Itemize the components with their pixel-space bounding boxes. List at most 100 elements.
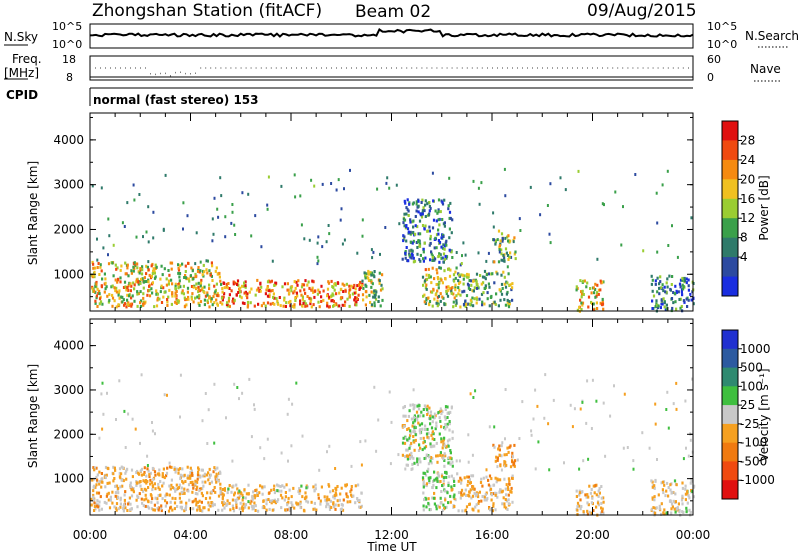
- range-cell: [497, 304, 500, 308]
- range-cell: [587, 295, 591, 299]
- range-cell: [404, 455, 407, 459]
- range-cell: [509, 251, 512, 255]
- range-cell: [450, 231, 453, 235]
- range-cell: [462, 302, 466, 306]
- range-cell: [218, 470, 222, 474]
- range-cell: [93, 509, 96, 512]
- range-cell: [157, 508, 160, 512]
- range-cell: [254, 214, 257, 218]
- range-cell: [585, 495, 588, 499]
- range-cell: [503, 502, 506, 506]
- range-cell: [422, 508, 425, 512]
- range-cell: [121, 300, 124, 304]
- range-cell: [448, 176, 451, 180]
- range-cell: [469, 298, 472, 302]
- range-cell: [690, 298, 693, 302]
- range-cell: [681, 278, 684, 282]
- range-cell: [397, 453, 400, 457]
- range-cell: [444, 405, 448, 409]
- nave-tick-bottom: 0: [707, 71, 714, 84]
- range-cell: [429, 476, 432, 480]
- range-cell: [506, 254, 510, 257]
- range-cell: [98, 482, 101, 486]
- range-cell: [511, 451, 514, 455]
- range-cell: [194, 479, 197, 483]
- range-cell: [433, 412, 436, 416]
- range-cell: [263, 457, 266, 461]
- range-cell: [673, 479, 677, 483]
- range-cell: [160, 506, 163, 510]
- range-cell: [328, 305, 331, 309]
- range-cell: [146, 464, 149, 467]
- range-cell: [428, 225, 431, 229]
- range-cell: [126, 293, 129, 297]
- range-cell: [117, 277, 120, 281]
- range-cell: [340, 287, 343, 291]
- range-cell: [433, 438, 436, 441]
- range-cell: [412, 407, 415, 411]
- range-cell: [475, 297, 479, 301]
- range-cell: [358, 288, 361, 291]
- range-cell: [368, 293, 371, 297]
- range-cell: [494, 459, 497, 463]
- range-cell: [422, 206, 425, 210]
- range-cell: [312, 485, 315, 489]
- range-cell: [230, 289, 233, 293]
- range-cell: [299, 289, 302, 293]
- range-cell: [654, 479, 657, 483]
- range-cell: [430, 281, 433, 285]
- range-cell: [102, 246, 105, 250]
- range-cell: [434, 236, 437, 240]
- range-cell: [582, 459, 585, 463]
- range-cell: [448, 216, 451, 220]
- range-cell: [211, 217, 214, 221]
- range-cell: [293, 289, 296, 293]
- range-cell: [482, 281, 485, 285]
- range-cell: [174, 497, 177, 501]
- range-cell: [592, 308, 595, 312]
- range-cell: [119, 505, 122, 509]
- range-cell: [443, 464, 446, 468]
- range-cell: [107, 253, 109, 257]
- range-cell: [672, 301, 675, 305]
- range-cell: [222, 493, 225, 497]
- range-cell: [370, 303, 374, 307]
- range-cell: [477, 186, 480, 190]
- range-cell: [139, 281, 142, 285]
- range-cell: [223, 292, 226, 296]
- range-cell: [682, 299, 685, 303]
- range-cell: [303, 237, 306, 241]
- range-cell: [450, 291, 453, 295]
- range-cell: [207, 471, 210, 475]
- range-cell: [511, 475, 514, 479]
- range-cell: [147, 240, 150, 244]
- range-cell: [299, 506, 302, 510]
- range-cell: [205, 473, 208, 477]
- range-cell: [471, 289, 474, 293]
- range-cell: [669, 488, 672, 492]
- range-cell: [420, 201, 423, 204]
- range-cell: [139, 280, 142, 284]
- range-cell: [210, 299, 213, 303]
- range-cell: [437, 474, 440, 478]
- range-cell: [184, 264, 187, 268]
- range-cell: [272, 488, 275, 491]
- range-cell: [500, 232, 504, 236]
- range-cell: [104, 287, 107, 291]
- range-cell: [190, 266, 193, 270]
- range-cell: [534, 388, 537, 392]
- range-cell: [434, 257, 437, 261]
- range-cell: [600, 485, 603, 488]
- range-cell: [205, 268, 208, 272]
- range-cell: [143, 487, 146, 491]
- range-cell: [435, 486, 438, 490]
- range-cell: [414, 215, 417, 218]
- range-cell: [448, 210, 452, 214]
- range-cell: [463, 492, 466, 496]
- range-cell: [121, 484, 124, 488]
- range-cell: [93, 501, 96, 505]
- range-cell: [496, 456, 499, 460]
- range-cell: [448, 248, 451, 252]
- range-cell: [665, 281, 668, 285]
- range-cell: [594, 282, 597, 286]
